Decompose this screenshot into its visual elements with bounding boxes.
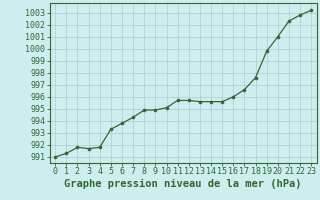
X-axis label: Graphe pression niveau de la mer (hPa): Graphe pression niveau de la mer (hPa) xyxy=(64,179,302,189)
